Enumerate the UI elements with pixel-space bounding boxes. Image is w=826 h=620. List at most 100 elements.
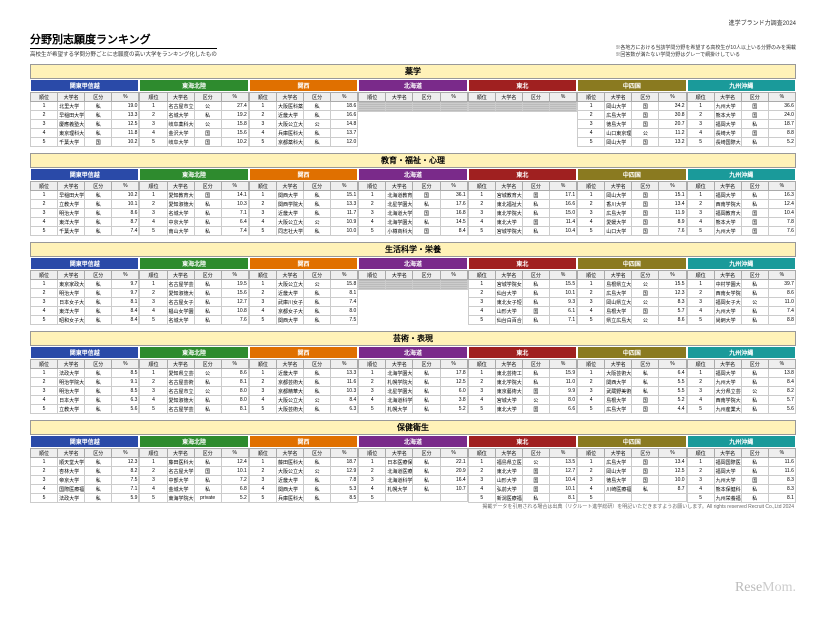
region-header: 北海道 <box>358 435 467 448</box>
region-header: 関西 <box>249 168 358 181</box>
table-row: 3北星学園大学私6.0 <box>359 387 467 396</box>
table-row: 1岡山大学国15.1 <box>578 191 686 200</box>
table-row <box>468 110 576 112</box>
table-row: 1法政大学私8.5 <box>31 369 139 378</box>
region-header: 九州沖縄 <box>687 168 796 181</box>
ranking-table: 順位大学名区分%1宮城学院女子大学私15.52仙台大学私10.13東北女子短大私… <box>468 270 577 325</box>
table-row: 1大阪医科薬科大学私18.6 <box>249 102 357 111</box>
table-row: 3北海道科学大学私16.4 <box>359 476 467 485</box>
table-row: 3武蔵野美術大学私5.5 <box>578 387 686 396</box>
ranking-table: 順位大学名区分%1岡山大学国34.22広島大学国30.83徳島大学国20.74山… <box>577 92 686 147</box>
table-row: 4九州大学私7.4 <box>687 307 795 316</box>
table-row: 1岡山大学国34.2 <box>578 102 686 111</box>
ranking-table: 順位大学名区分%1愛知教育大学国14.12愛知淑徳大学私10.33名城大学私7.… <box>139 181 248 236</box>
region-header: 関西 <box>249 346 358 359</box>
table-row: 2九州大学私8.4 <box>687 378 795 387</box>
footnote: 掲載データを引用される場合は出典（リクルート進学総研）を明記いただきますようお願… <box>30 503 796 510</box>
table-row: 3大分県立芸術文化短大公8.2 <box>687 387 795 396</box>
table-row: 4東北大学国11.4 <box>468 218 576 227</box>
table-row: 3九州大学国8.3 <box>687 476 795 485</box>
ranking-table: 順位大学名区分%1早稲田大学私10.22立教大学私10.13明治大学私8.64東… <box>30 181 139 236</box>
table-row: 1大阪公立大学公15.8 <box>249 280 357 289</box>
table-row: 2福岡大学私11.6 <box>687 467 795 476</box>
table-row: 2明治学院大学私9.1 <box>31 378 139 387</box>
table-row: 1宮城教育大学国17.1 <box>468 191 576 200</box>
table-row: 4札幌大学私10.7 <box>359 485 467 494</box>
table-row <box>359 288 467 290</box>
table-row: 1順天堂大学私12.3 <box>31 458 139 467</box>
region-header: 東北 <box>468 79 577 92</box>
region-header: 東海北陸 <box>139 435 248 448</box>
category-header: 生活科学・栄養 <box>30 242 796 257</box>
table-row: 2東北学院大学私11.0 <box>468 378 576 387</box>
table-row: 5長崎国際大学私5.2 <box>687 138 795 147</box>
table-row: 1北海道教育大学国36.1 <box>359 191 467 200</box>
region-header: 中四国 <box>577 257 686 270</box>
ranking-table: 順位大学名区分%1藤田医科大学私18.72大阪公立大学公12.93近畿大学私7.… <box>249 448 358 503</box>
region-header: 九州沖縄 <box>687 257 796 270</box>
table-row: 4愛知淑徳大学私8.0 <box>140 396 248 405</box>
table-row: 4国際医療福祉大学私7.1 <box>31 485 139 494</box>
ranking-table: 順位大学名区分%1日本医療保健大学私22.12北海道医療福祉大学私20.93北海… <box>358 448 467 502</box>
table-row: 2早稲田大学私13.3 <box>31 111 139 120</box>
table-row: 4北海道科学大学私3.8 <box>359 396 467 405</box>
table-row: 3帝京大学私7.5 <box>31 476 139 485</box>
region-header: 関東甲信越 <box>30 257 139 270</box>
table-row: 3日本女子大学私8.1 <box>31 298 139 307</box>
region-header: 九州沖縄 <box>687 79 796 92</box>
region-header: 関西 <box>249 257 358 270</box>
table-row: 2岡山大学国12.5 <box>578 467 686 476</box>
table-row: 2東北福祉大学私16.6 <box>468 200 576 209</box>
ranking-table: 順位大学名区分%1広島大学国13.42岡山大学国12.53徳島大学国10.04川… <box>577 448 686 502</box>
table-row: 3広島大学国11.9 <box>578 209 686 218</box>
table-row: 5 <box>578 494 686 502</box>
table-row: 4西南学院大学私5.7 <box>687 396 795 405</box>
table-row: 3名古屋市立大学公8.0 <box>140 387 248 396</box>
table-row: 1北海学園大学私17.8 <box>359 369 467 378</box>
table-row: 2近畿大学私16.6 <box>249 111 357 120</box>
ranking-table: 順位大学名区分%1大阪公立大学公15.82近畿大学私8.13武庫川女子大学私7.… <box>249 270 358 325</box>
ranking-table: 順位大学名区分%1愛知県立芸術大学公8.62名古屋芸術大学私8.13名古屋市立大… <box>139 359 248 414</box>
table-row: 3東北女子短大私9.3 <box>468 298 576 307</box>
table-row: 4大阪公立大学公10.9 <box>249 218 357 227</box>
table-row: 4長崎大学国8.8 <box>687 129 795 138</box>
table-row: 4島根大学国5.7 <box>578 307 686 316</box>
table-row: 3山形大学国10.4 <box>468 476 576 485</box>
table-row: 2杏林大学私8.2 <box>31 467 139 476</box>
ranking-table: 順位大学名区分% <box>358 92 467 112</box>
table-row: 5九州栄養福祉大学私8.1 <box>687 494 795 503</box>
table-row: 1早稲田大学私10.2 <box>31 191 139 200</box>
table-row: 5岐阜大学国10.2 <box>140 138 248 147</box>
table-row: 1九州大学国36.6 <box>687 102 795 111</box>
table-row: 1大阪芸術大学私6.4 <box>578 369 686 378</box>
table-row: 3慶應義塾大学私12.5 <box>31 120 139 129</box>
ranking-table: 順位大学名区分%1岡山大学国15.12香川大学国13.43広島大学国11.94愛… <box>577 181 686 236</box>
table-row: 1藤田医科大学私18.7 <box>249 458 357 467</box>
table-row <box>359 110 467 112</box>
table-row: 5千葉大学国10.2 <box>31 138 139 147</box>
table-row: 5東海学院大学private5.2 <box>140 494 248 503</box>
table-row: 4弘前大学国10.1 <box>468 485 576 494</box>
table-row: 1福岡大学私16.3 <box>687 191 795 200</box>
region-header: 九州沖縄 <box>687 435 796 448</box>
table-row: 1藤田医科大学私12.4 <box>140 458 248 467</box>
table-row: 4山形大学国6.1 <box>468 307 576 316</box>
ranking-table: 順位大学名区分%1大阪芸術大学私6.42関西大学私5.53武蔵野美術大学私5.5… <box>577 359 686 414</box>
table-row: 3中部大学私7.2 <box>140 476 248 485</box>
table-row: 2北星学園大学私17.6 <box>359 200 467 209</box>
ranking-table: 順位大学名区分%1中村学園大学私39.72西南女学院大学私8.63福岡女子大学公… <box>687 270 796 325</box>
table-row: 3北海道大学国16.8 <box>359 209 467 218</box>
table-row: 5名古屋学芸大学私8.1 <box>140 405 248 414</box>
table-row: 4兵庫医科大学私13.7 <box>249 129 357 138</box>
table-row: 1日本医療保健大学私22.1 <box>359 458 467 467</box>
region-header: 北海道 <box>358 168 467 181</box>
table-row: 5同志社大学私10.0 <box>249 227 357 236</box>
table-row: 2北海道医療福祉大学私20.9 <box>359 467 467 476</box>
table-row: 4関西大学私5.3 <box>249 485 357 494</box>
table-row: 3東京藝術大学国9.9 <box>468 387 576 396</box>
ranking-table: 順位大学名区分%1順天堂大学私12.32杏林大学私8.23帝京大学私7.54国際… <box>30 448 139 503</box>
table-row: 2東北大学国12.7 <box>468 467 576 476</box>
table-row: 4椙山女学園大学私10.8 <box>140 307 248 316</box>
region-header: 関東甲信越 <box>30 79 139 92</box>
table-row: 2明治大学私9.7 <box>31 289 139 298</box>
